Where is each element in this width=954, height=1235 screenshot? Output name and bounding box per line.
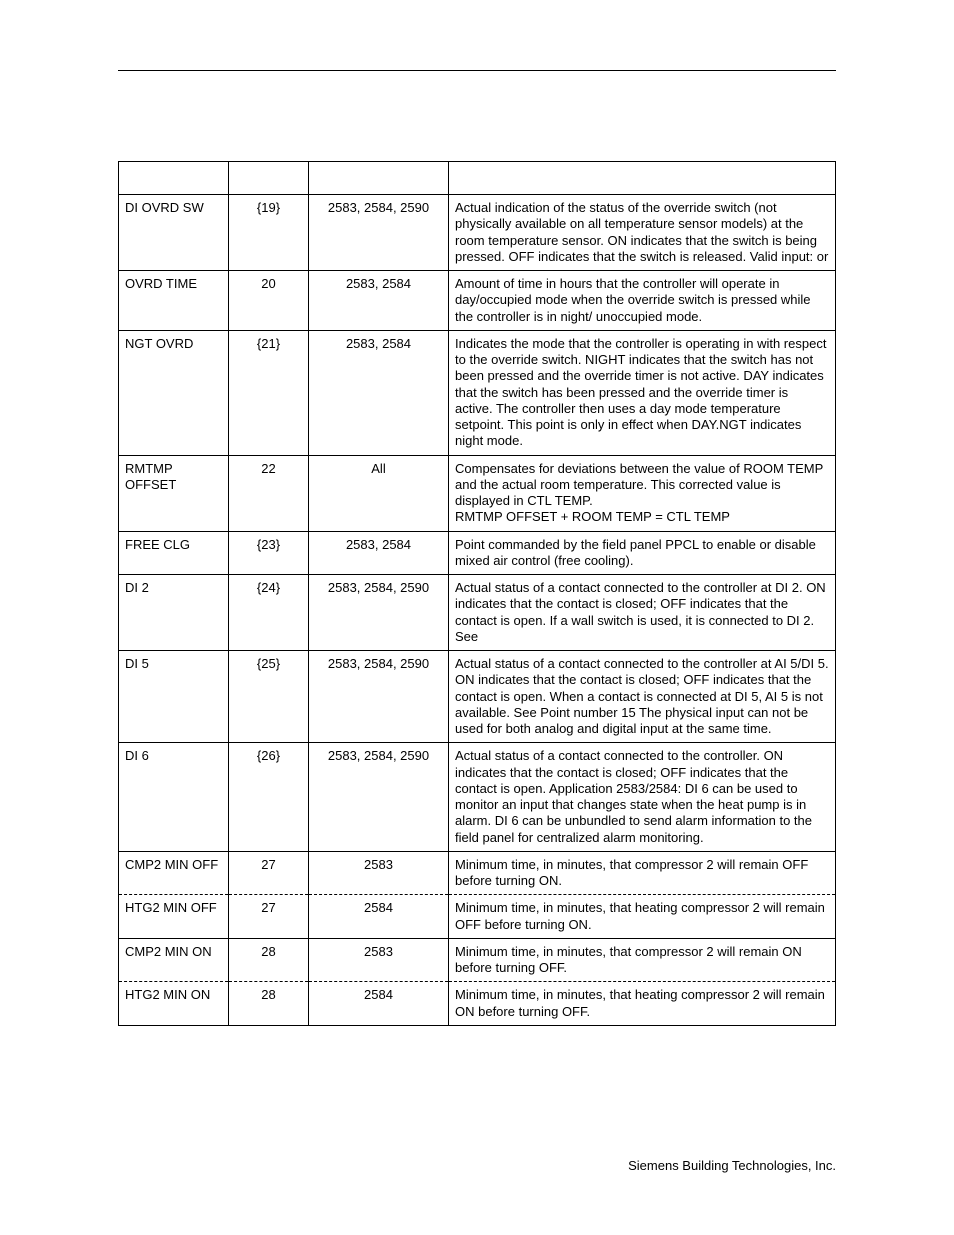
point-name-cell: DI 5	[119, 651, 229, 743]
table-row: DI 2{24}2583, 2584, 2590Actual status of…	[119, 575, 836, 651]
point-name-cell: FREE CLG	[119, 531, 229, 575]
table-row: OVRD TIME202583, 2584Amount of time in h…	[119, 271, 836, 331]
table-row: HTG2 MIN OFF272584Minimum time, in minut…	[119, 895, 836, 939]
point-name-cell: DI 6	[119, 743, 229, 852]
header-cell	[229, 162, 309, 195]
point-name-cell: NGT OVRD	[119, 330, 229, 455]
table-header-row	[119, 162, 836, 195]
table-row: DI 6{26}2583, 2584, 2590Actual status of…	[119, 743, 836, 852]
point-apps-cell: 2583, 2584	[309, 271, 449, 331]
point-address-cell: {25}	[229, 651, 309, 743]
footer-text: Siemens Building Technologies, Inc.	[628, 1158, 836, 1173]
point-desc-cell: Amount of time in hours that the control…	[449, 271, 836, 331]
point-address-cell: 27	[229, 895, 309, 939]
points-table: DI OVRD SW{19}2583, 2584, 2590Actual ind…	[118, 161, 836, 1026]
table-row: DI OVRD SW{19}2583, 2584, 2590Actual ind…	[119, 195, 836, 271]
point-apps-cell: 2583	[309, 938, 449, 982]
point-desc-cell: Actual status of a contact connected to …	[449, 743, 836, 852]
point-apps-cell: 2584	[309, 982, 449, 1026]
point-apps-cell: 2583, 2584	[309, 531, 449, 575]
point-name-cell: HTG2 MIN ON	[119, 982, 229, 1026]
point-desc-cell: Indicates the mode that the controller i…	[449, 330, 836, 455]
point-apps-cell: 2583	[309, 851, 449, 895]
point-address-cell: {26}	[229, 743, 309, 852]
point-address-cell: {23}	[229, 531, 309, 575]
point-desc-cell: Actual status of a contact connected to …	[449, 575, 836, 651]
point-address-cell: 20	[229, 271, 309, 331]
point-address-cell: 22	[229, 455, 309, 531]
point-address-cell: {21}	[229, 330, 309, 455]
point-desc-cell: Point commanded by the field panel PPCL …	[449, 531, 836, 575]
point-name-cell: OVRD TIME	[119, 271, 229, 331]
header-cell	[449, 162, 836, 195]
point-address-cell: {19}	[229, 195, 309, 271]
point-address-cell: 28	[229, 982, 309, 1026]
point-name-cell: RMTMP OFFSET	[119, 455, 229, 531]
point-name-cell: DI OVRD SW	[119, 195, 229, 271]
header-rule	[118, 70, 836, 71]
table-row: CMP2 MIN ON282583Minimum time, in minute…	[119, 938, 836, 982]
point-apps-cell: 2583, 2584, 2590	[309, 743, 449, 852]
point-desc-cell: Actual status of a contact connected to …	[449, 651, 836, 743]
header-cell	[309, 162, 449, 195]
point-desc-cell: Minimum time, in minutes, that heating c…	[449, 982, 836, 1026]
table-row: NGT OVRD{21}2583, 2584Indicates the mode…	[119, 330, 836, 455]
table-row: RMTMP OFFSET22AllCompensates for deviati…	[119, 455, 836, 531]
page: DI OVRD SW{19}2583, 2584, 2590Actual ind…	[0, 0, 954, 1235]
point-name-cell: CMP2 MIN OFF	[119, 851, 229, 895]
point-desc-cell: Minimum time, in minutes, that compresso…	[449, 938, 836, 982]
point-apps-cell: 2583, 2584, 2590	[309, 195, 449, 271]
point-apps-cell: All	[309, 455, 449, 531]
point-name-cell: HTG2 MIN OFF	[119, 895, 229, 939]
point-desc-cell: Compensates for deviations between the v…	[449, 455, 836, 531]
point-address-cell: 27	[229, 851, 309, 895]
point-name-cell: DI 2	[119, 575, 229, 651]
point-address-cell: 28	[229, 938, 309, 982]
point-address-cell: {24}	[229, 575, 309, 651]
point-name-cell: CMP2 MIN ON	[119, 938, 229, 982]
table-row: CMP2 MIN OFF272583Minimum time, in minut…	[119, 851, 836, 895]
header-cell	[119, 162, 229, 195]
point-desc-cell: Minimum time, in minutes, that compresso…	[449, 851, 836, 895]
table-row: DI 5{25}2583, 2584, 2590Actual status of…	[119, 651, 836, 743]
point-desc-cell: Actual indication of the status of the o…	[449, 195, 836, 271]
table-row: FREE CLG{23}2583, 2584Point commanded by…	[119, 531, 836, 575]
point-desc-cell: Minimum time, in minutes, that heating c…	[449, 895, 836, 939]
point-apps-cell: 2584	[309, 895, 449, 939]
point-apps-cell: 2583, 2584, 2590	[309, 651, 449, 743]
table-row: HTG2 MIN ON282584Minimum time, in minute…	[119, 982, 836, 1026]
point-apps-cell: 2583, 2584, 2590	[309, 575, 449, 651]
point-apps-cell: 2583, 2584	[309, 330, 449, 455]
